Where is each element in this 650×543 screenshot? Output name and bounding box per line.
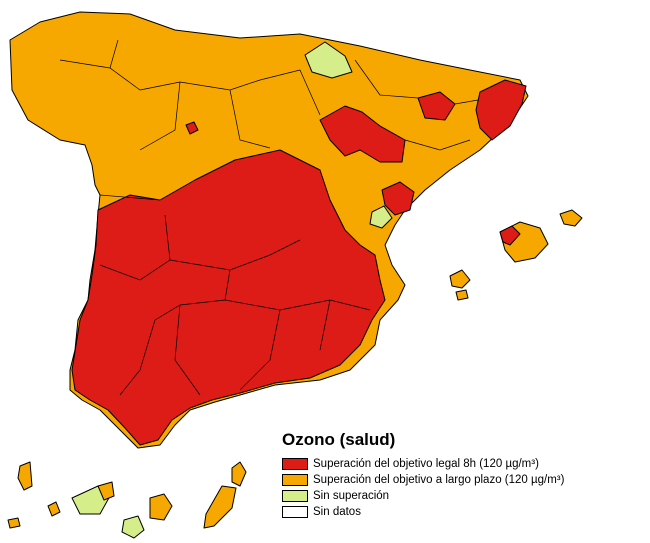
- castellon-red-zone: [381, 181, 415, 216]
- north-red-dot: [185, 121, 199, 135]
- catalonia-red-zone: [475, 79, 527, 141]
- fuerteventura-island: [203, 485, 237, 529]
- legend-swatch-white: [282, 505, 308, 518]
- mallorca-red-part: [499, 225, 521, 246]
- el-hierro-island: [7, 517, 21, 529]
- legend-swatch-red: [282, 457, 308, 470]
- formentera-island: [455, 289, 469, 301]
- gran-canaria-green-part: [121, 515, 145, 539]
- legend-title: Ozono (salud): [282, 430, 396, 449]
- legend-item-long-term: Superación del objetivo a largo plazo (1…: [282, 472, 622, 487]
- legend-swatch-orange: [282, 473, 308, 486]
- upper-aragon-red-zone: [417, 91, 456, 121]
- menorca-island: [559, 209, 583, 227]
- legend-item-no-exceedance: Sin superación: [282, 488, 622, 503]
- la-gomera-island: [47, 501, 61, 517]
- legend: Ozono (salud) Superación del objetivo le…: [282, 430, 622, 520]
- basque-green-zone: [304, 41, 353, 79]
- legend-label: Sin datos: [313, 505, 361, 518]
- legend-label: Sin superación: [313, 489, 390, 502]
- legend-swatch-green: [282, 489, 308, 502]
- legend-item-legal-8h: Superación del objetivo legal 8h (120 µg…: [282, 456, 622, 471]
- legend-label: Superación del objetivo legal 8h (120 µg…: [313, 457, 539, 470]
- gran-canaria-island: [149, 493, 173, 521]
- legend-label: Superación del objetivo a largo plazo (1…: [313, 473, 565, 486]
- aragon-red-zone: [319, 105, 406, 163]
- la-palma-island: [17, 461, 33, 491]
- province-borders: [59, 39, 479, 396]
- lanzarote-island: [231, 461, 247, 487]
- tenerife-orange-part: [97, 481, 115, 501]
- legend-item-no-data: Sin datos: [282, 504, 622, 519]
- center-south-red-zone: [71, 149, 386, 446]
- valencia-green-zone: [369, 205, 393, 229]
- ibiza-island: [449, 269, 471, 289]
